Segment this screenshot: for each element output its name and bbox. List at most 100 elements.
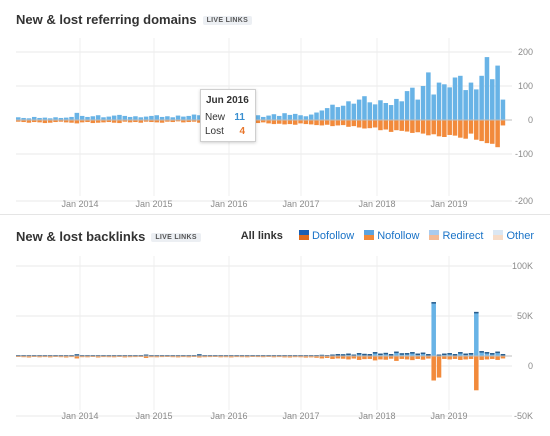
new-bar[interactable] — [468, 82, 474, 120]
lost-bar[interactable] — [394, 120, 399, 131]
new-bar[interactable] — [346, 101, 351, 120]
lost-bar[interactable] — [399, 356, 405, 359]
lost-bar[interactable] — [319, 356, 325, 359]
new-bar[interactable] — [74, 112, 80, 120]
new-bar[interactable] — [298, 115, 303, 120]
lost-bar[interactable] — [378, 356, 383, 360]
lost-bar[interactable] — [500, 356, 506, 359]
lost-bar[interactable] — [484, 356, 490, 360]
new-bar[interactable] — [420, 86, 426, 120]
new-bar[interactable] — [106, 116, 112, 120]
lost-bar[interactable] — [181, 120, 186, 123]
lost-bar[interactable] — [292, 120, 298, 125]
lost-bar[interactable] — [95, 120, 101, 123]
lost-bar[interactable] — [111, 120, 117, 123]
lost-bar[interactable] — [85, 356, 90, 358]
new-bar[interactable] — [31, 116, 37, 120]
new-bar[interactable] — [159, 116, 165, 120]
lost-bar[interactable] — [495, 356, 500, 360]
lost-bar[interactable] — [74, 356, 80, 359]
new-bar[interactable] — [367, 102, 373, 120]
new-bar[interactable] — [388, 105, 394, 120]
lost-bar[interactable] — [63, 356, 69, 358]
new-bar[interactable] — [372, 104, 378, 120]
new-bar[interactable] — [452, 77, 458, 121]
lost-bar[interactable] — [106, 356, 112, 358]
lost-bar[interactable] — [324, 356, 330, 358]
lost-bar[interactable] — [239, 356, 245, 358]
lost-bar[interactable] — [95, 356, 101, 358]
lost-bar[interactable] — [436, 120, 442, 137]
new-bar[interactable] — [287, 114, 293, 120]
lost-bar[interactable] — [79, 356, 85, 358]
lost-bar[interactable] — [362, 120, 367, 129]
lost-bar[interactable] — [330, 356, 335, 359]
lost-bar[interactable] — [149, 356, 154, 358]
new-bar[interactable] — [474, 311, 479, 356]
new-bar[interactable] — [101, 117, 106, 120]
new-bar[interactable] — [314, 112, 319, 120]
new-bar[interactable] — [191, 114, 197, 120]
lost-bar[interactable] — [346, 356, 351, 360]
lost-bar[interactable] — [468, 356, 474, 359]
lost-bar[interactable] — [138, 120, 144, 123]
lost-bar[interactable] — [362, 356, 367, 360]
lost-bar[interactable] — [463, 356, 468, 360]
lost-bar[interactable] — [261, 356, 266, 358]
new-bar[interactable] — [276, 115, 282, 120]
lost-bar[interactable] — [287, 356, 293, 358]
new-bar[interactable] — [308, 114, 314, 120]
lost-bar[interactable] — [106, 120, 112, 123]
lost-bar[interactable] — [372, 356, 378, 361]
lost-bar[interactable] — [276, 356, 282, 358]
lost-bar[interactable] — [431, 120, 436, 135]
lost-bar[interactable] — [133, 120, 138, 123]
lost-bar[interactable] — [266, 120, 271, 124]
new-bar[interactable] — [149, 115, 154, 120]
new-bar[interactable] — [383, 352, 389, 356]
lost-bar[interactable] — [143, 120, 149, 122]
legend-other[interactable]: Other — [493, 230, 534, 242]
lost-bar[interactable] — [149, 120, 154, 123]
lost-bar[interactable] — [181, 356, 186, 358]
new-bar[interactable] — [292, 113, 298, 120]
lost-bar[interactable] — [298, 356, 303, 358]
lost-bar[interactable] — [117, 120, 122, 124]
new-bar[interactable] — [420, 352, 426, 356]
lost-bar[interactable] — [21, 356, 26, 358]
lost-bar[interactable] — [468, 120, 474, 134]
legend-redirect[interactable]: Redirect — [429, 230, 483, 242]
lost-bar[interactable] — [415, 356, 420, 359]
new-bar[interactable] — [170, 117, 175, 120]
lost-bar[interactable] — [383, 120, 389, 130]
new-bar[interactable] — [53, 117, 58, 120]
legend-all-links[interactable]: All links — [240, 230, 283, 242]
lost-bar[interactable] — [271, 356, 277, 358]
lost-bar[interactable] — [245, 356, 250, 358]
lost-bar[interactable] — [21, 120, 26, 123]
lost-bar[interactable] — [388, 356, 394, 359]
lost-bar[interactable] — [37, 356, 42, 358]
lost-bar[interactable] — [42, 356, 48, 358]
lost-bar[interactable] — [356, 120, 362, 128]
lost-bar[interactable] — [287, 120, 293, 125]
lost-bar[interactable] — [234, 356, 239, 358]
new-bar[interactable] — [394, 98, 399, 120]
new-bar[interactable] — [410, 352, 415, 356]
new-bar[interactable] — [431, 302, 436, 356]
lost-bar[interactable] — [479, 120, 484, 142]
new-bar[interactable] — [335, 107, 341, 120]
lost-bar[interactable] — [58, 120, 64, 122]
new-bar[interactable] — [484, 57, 490, 120]
new-bar[interactable] — [154, 115, 160, 120]
lost-bar[interactable] — [175, 120, 181, 122]
lost-bar[interactable] — [42, 120, 48, 124]
lost-bar[interactable] — [383, 356, 389, 360]
lost-bar[interactable] — [314, 356, 319, 358]
new-bar[interactable] — [458, 352, 463, 356]
new-bar[interactable] — [21, 117, 26, 120]
lost-bar[interactable] — [495, 120, 500, 148]
lost-bar[interactable] — [74, 120, 80, 124]
lost-bar[interactable] — [85, 120, 90, 123]
lost-bar[interactable] — [410, 356, 415, 361]
